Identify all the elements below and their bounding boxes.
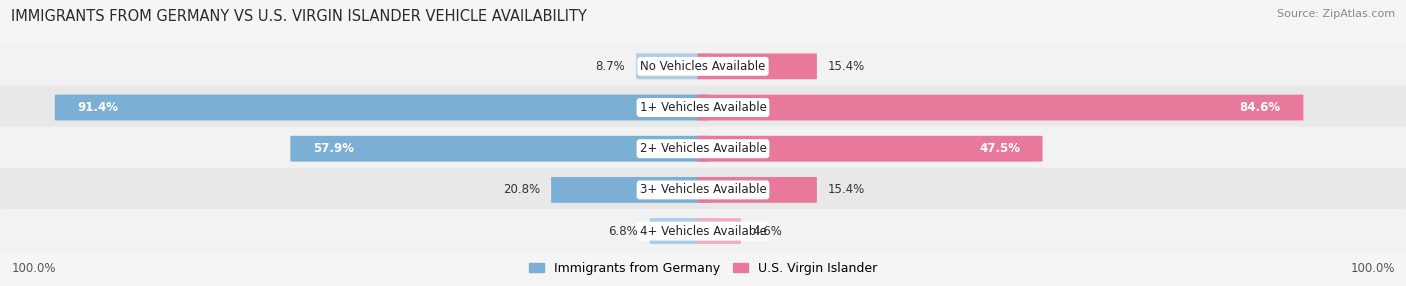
Text: 2+ Vehicles Available: 2+ Vehicles Available — [640, 142, 766, 155]
Text: 91.4%: 91.4% — [77, 101, 118, 114]
Text: 1+ Vehicles Available: 1+ Vehicles Available — [640, 101, 766, 114]
Text: 57.9%: 57.9% — [314, 142, 354, 155]
FancyBboxPatch shape — [0, 127, 1406, 171]
Text: 4+ Vehicles Available: 4+ Vehicles Available — [640, 225, 766, 238]
FancyBboxPatch shape — [0, 209, 1406, 253]
Text: Source: ZipAtlas.com: Source: ZipAtlas.com — [1277, 9, 1395, 19]
FancyBboxPatch shape — [0, 168, 1406, 212]
FancyBboxPatch shape — [697, 95, 1303, 120]
FancyBboxPatch shape — [55, 95, 709, 120]
FancyBboxPatch shape — [697, 177, 817, 203]
FancyBboxPatch shape — [697, 136, 1043, 162]
FancyBboxPatch shape — [637, 53, 709, 79]
Text: 100.0%: 100.0% — [11, 262, 56, 275]
Text: 3+ Vehicles Available: 3+ Vehicles Available — [640, 183, 766, 196]
FancyBboxPatch shape — [650, 218, 709, 244]
Text: 15.4%: 15.4% — [828, 60, 865, 73]
Text: No Vehicles Available: No Vehicles Available — [640, 60, 766, 73]
FancyBboxPatch shape — [0, 44, 1406, 88]
FancyBboxPatch shape — [551, 177, 709, 203]
Text: 47.5%: 47.5% — [979, 142, 1021, 155]
FancyBboxPatch shape — [291, 136, 709, 162]
Text: 6.8%: 6.8% — [609, 225, 638, 238]
Text: 8.7%: 8.7% — [595, 60, 624, 73]
Text: 100.0%: 100.0% — [1350, 262, 1395, 275]
Text: 4.6%: 4.6% — [752, 225, 782, 238]
FancyBboxPatch shape — [697, 53, 817, 79]
Text: IMMIGRANTS FROM GERMANY VS U.S. VIRGIN ISLANDER VEHICLE AVAILABILITY: IMMIGRANTS FROM GERMANY VS U.S. VIRGIN I… — [11, 9, 588, 23]
FancyBboxPatch shape — [0, 86, 1406, 130]
Text: 84.6%: 84.6% — [1240, 101, 1281, 114]
FancyBboxPatch shape — [697, 218, 741, 244]
Legend: Immigrants from Germany, U.S. Virgin Islander: Immigrants from Germany, U.S. Virgin Isl… — [524, 257, 882, 280]
Text: 15.4%: 15.4% — [828, 183, 865, 196]
Text: 20.8%: 20.8% — [503, 183, 540, 196]
